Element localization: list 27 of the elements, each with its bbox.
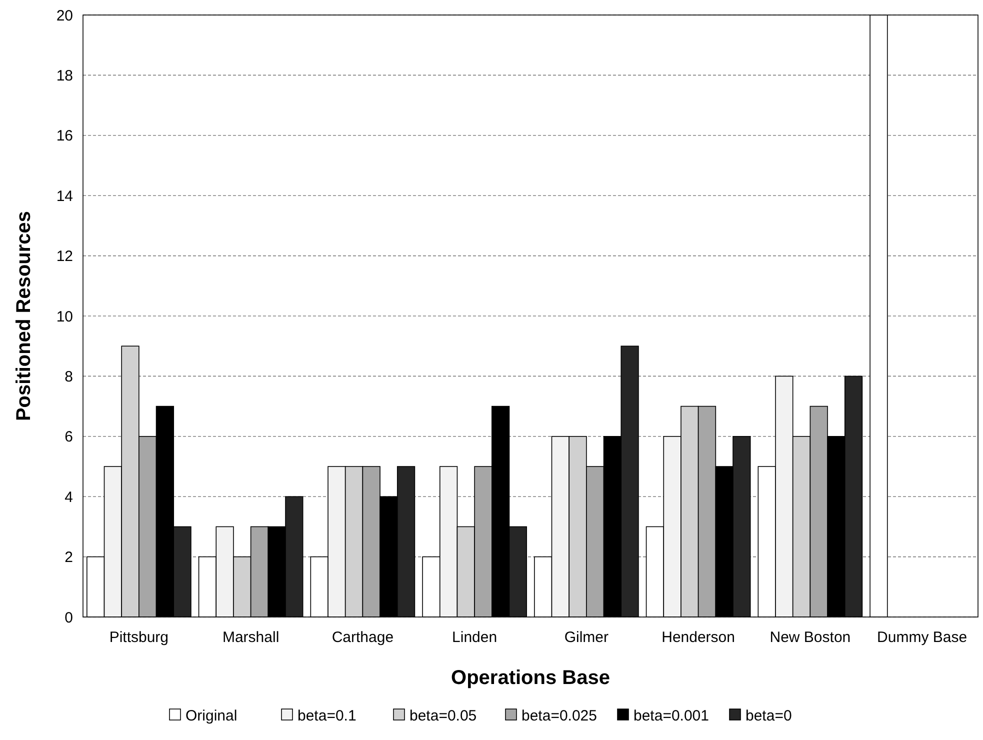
x-tick-label: Henderson <box>662 629 736 646</box>
x-tick-label: Marshall <box>222 629 280 646</box>
y-axis-title: Positioned Resources <box>13 210 35 422</box>
legend-label: Original <box>186 707 238 724</box>
y-tick-label: 6 <box>64 428 73 446</box>
x-tick-label: Pittsburg <box>109 629 169 646</box>
y-tick-label: 0 <box>64 609 73 626</box>
x-tick-label: Linden <box>452 629 498 646</box>
legend-label: beta=0.1 <box>298 707 356 724</box>
y-tick-label: 4 <box>64 488 73 506</box>
x-tick-label: Gilmer <box>564 629 609 646</box>
legend-label: beta=0 <box>746 707 792 724</box>
y-tick-label: 20 <box>56 7 73 24</box>
y-tick-label: 2 <box>64 549 73 566</box>
legend-label: beta=0.025 <box>522 707 597 724</box>
y-tick-label: 12 <box>56 248 73 266</box>
x-tick-label: New Boston <box>770 629 851 646</box>
x-tick-label: Carthage <box>332 629 394 646</box>
y-tick-label: 18 <box>56 67 73 84</box>
y-tick-label: 16 <box>56 128 73 145</box>
y-tick-label: 10 <box>56 308 73 326</box>
y-tick-label: 14 <box>56 188 73 205</box>
legend-label: beta=0.001 <box>634 707 709 724</box>
legend-label: beta=0.05 <box>410 707 477 724</box>
x-axis-title: Operations Base <box>451 667 610 689</box>
x-tick-label: Dummy Base <box>877 629 968 646</box>
y-tick-label: 8 <box>64 368 73 386</box>
